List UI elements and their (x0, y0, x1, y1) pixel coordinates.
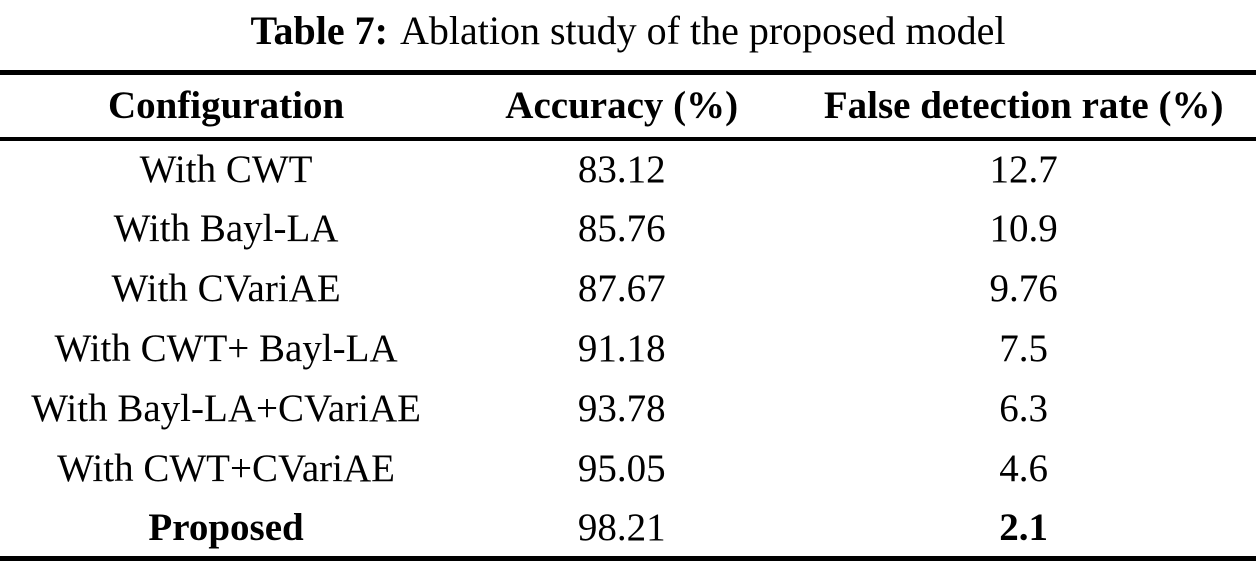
table-body: With CWT 83.12 12.7 With Bayl-LA 85.76 10.9 Wi… (0, 139, 1256, 559)
table-row: With Bayl-LA+CVariAE 93.78 6.3 (0, 379, 1256, 439)
table-cell: With CVariAE (111, 267, 341, 310)
column-header-accuracy: Accuracy (%) (452, 72, 792, 141)
table-cell: 87.67 (577, 267, 666, 310)
table-cell: Proposed (148, 505, 304, 549)
ablation-table: Configuration Accuracy (%) False detecti… (0, 70, 1256, 561)
table-cell: 6.3 (999, 387, 1048, 430)
table-cell: 10.9 (989, 207, 1058, 250)
column-header-configuration: Configuration (0, 72, 453, 141)
table-cell: 9.76 (989, 267, 1058, 310)
table-row: With Bayl-LA 85.76 10.9 (0, 199, 1256, 259)
column-header-false-detection-rate: False detection rate (%) (791, 72, 1256, 141)
table-cell: 85.76 (577, 207, 666, 250)
table-cell: 7.5 (999, 327, 1048, 370)
table-row: With CWT 83.12 12.7 (0, 139, 1256, 199)
table-caption-label: Table 7: (250, 8, 388, 53)
table-row: With CWT+CVariAE 95.05 4.6 (0, 439, 1256, 499)
table-cell: 95.05 (577, 447, 666, 490)
table-cell: 83.12 (577, 148, 666, 191)
table-cell: With CWT+ Bayl-LA (54, 327, 398, 370)
table-cell: 93.78 (577, 387, 666, 430)
table-caption-text: Ablation study of the proposed model (399, 8, 1006, 53)
table-cell: 2.1 (999, 505, 1048, 549)
table-caption: Table 7: Ablation study of the proposed m… (0, 0, 1256, 70)
table-cell: 4.6 (999, 447, 1048, 490)
table-cell: 98.21 (577, 505, 666, 549)
table-cell: With CWT+CVariAE (57, 447, 395, 490)
table-cell: With Bayl-LA+CVariAE (31, 387, 421, 430)
table-row: Proposed 98.21 2.1 (0, 499, 1256, 559)
table-cell: 12.7 (989, 148, 1058, 191)
table-header-row: Configuration Accuracy (%) False detecti… (0, 72, 1256, 141)
table-row: With CWT+ Bayl-LA 91.18 7.5 (0, 319, 1256, 379)
table-cell: With Bayl-LA (113, 207, 339, 250)
table-cell: 91.18 (577, 327, 666, 370)
table-row: With CVariAE 87.67 9.76 (0, 259, 1256, 319)
table-cell: With CWT (139, 148, 313, 191)
table-header: Configuration Accuracy (%) False detecti… (0, 72, 1256, 141)
